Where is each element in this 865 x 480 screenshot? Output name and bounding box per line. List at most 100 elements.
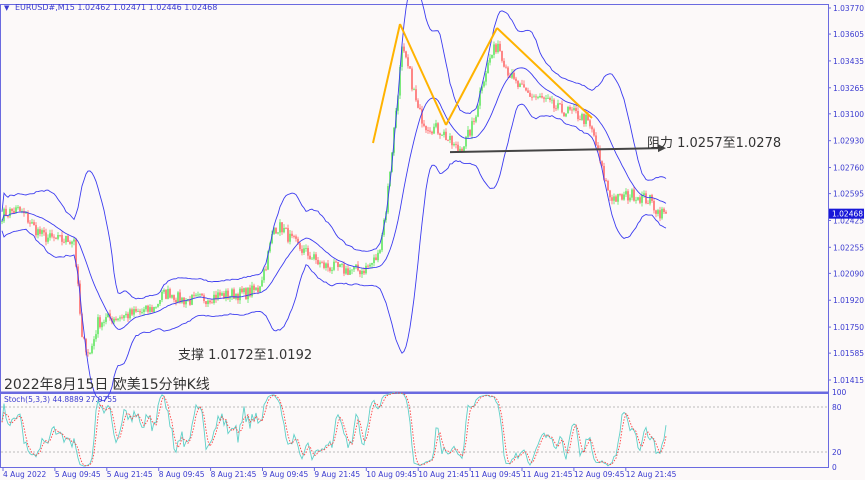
candle — [649, 194, 651, 206]
dropdown-triangle-icon[interactable]: ▼ — [4, 4, 10, 12]
candle — [189, 295, 191, 306]
candle — [193, 291, 195, 299]
candle-body — [427, 130, 429, 131]
candle-body — [569, 107, 571, 110]
pattern-trend-line — [445, 27, 498, 126]
y-tick-label: 1.01750 — [833, 323, 864, 332]
candle-body — [523, 84, 525, 88]
candle — [361, 268, 363, 278]
candle-body — [373, 257, 375, 264]
candle — [183, 296, 185, 308]
candle-body — [349, 270, 351, 275]
x-tick-label: 11 Aug 09:45 — [470, 470, 521, 479]
candle — [45, 228, 47, 246]
candle — [31, 218, 33, 224]
candle — [545, 95, 547, 102]
candle — [73, 237, 75, 246]
candle — [211, 299, 213, 304]
candle-body — [91, 345, 93, 354]
candle-body — [5, 208, 7, 217]
candle-body — [279, 222, 281, 233]
candle-body — [33, 222, 35, 226]
stoch-main-line — [1, 391, 667, 467]
candle-body — [117, 318, 119, 320]
candle — [621, 193, 623, 201]
candle — [173, 294, 175, 303]
candle-body — [323, 262, 325, 268]
candle-body — [571, 109, 573, 111]
x-tick-label: 8 Aug 21:45 — [211, 470, 257, 479]
candle-body — [319, 262, 321, 265]
candle-body — [57, 234, 59, 239]
candle — [375, 254, 377, 261]
candle — [609, 189, 611, 201]
candle — [121, 314, 123, 320]
candle — [661, 206, 663, 220]
candle — [607, 179, 609, 191]
candle-body — [631, 189, 633, 198]
candle — [435, 119, 437, 129]
candle — [13, 207, 15, 215]
candle-body — [151, 307, 153, 313]
candle — [455, 141, 457, 149]
candle — [447, 139, 449, 142]
candle — [101, 321, 103, 331]
candle-body — [599, 148, 601, 162]
candle — [239, 287, 241, 304]
candle — [159, 300, 161, 306]
candle-body — [579, 119, 581, 120]
candle-body — [659, 210, 661, 219]
candle-body — [463, 146, 465, 151]
candle — [29, 220, 31, 227]
candle-body — [565, 113, 567, 117]
candle — [69, 240, 71, 245]
candle — [287, 224, 289, 244]
candle-body — [519, 83, 521, 87]
candle-body — [431, 131, 433, 134]
x-tick-label: 11 Aug 21:45 — [522, 470, 573, 479]
pattern-trend-line — [372, 23, 401, 144]
candle — [87, 348, 89, 357]
candle-body — [609, 190, 611, 198]
candle — [307, 245, 309, 260]
candle-body — [311, 258, 313, 260]
resistance-arrow-line — [449, 147, 661, 154]
candle-body — [461, 148, 463, 151]
candle-body — [535, 96, 537, 98]
candle — [135, 306, 137, 313]
candle-body — [71, 241, 73, 244]
candle-body — [333, 261, 335, 270]
candle — [37, 227, 39, 239]
candle-body — [401, 46, 403, 67]
candle-body — [25, 212, 27, 214]
candle-body — [483, 81, 485, 87]
candle — [581, 112, 583, 121]
candle — [407, 54, 409, 69]
candle — [97, 314, 99, 338]
candle — [33, 219, 35, 226]
stoch-level-label: 100 — [832, 388, 847, 397]
ohlc-values: 1.02462 1.02471 1.02446 1.02468 — [77, 3, 218, 12]
candle-body — [191, 294, 193, 305]
candle — [67, 234, 69, 243]
candle-body — [129, 309, 131, 319]
candle-body — [305, 248, 307, 249]
candle — [597, 141, 599, 153]
candle — [281, 221, 283, 235]
candle — [109, 309, 111, 321]
candle-body — [171, 295, 173, 298]
candle — [153, 306, 155, 313]
stoch-label: Stoch(5,3,3) 44.8889 27.0755 — [4, 395, 117, 404]
candle — [129, 307, 131, 320]
candle-body — [507, 67, 509, 76]
candle — [175, 297, 177, 306]
candle-body — [663, 208, 665, 213]
candle — [155, 306, 157, 310]
candle-body — [661, 208, 663, 219]
candle-body — [511, 72, 513, 78]
candle-body — [73, 239, 75, 242]
stoch-level-label: 20 — [832, 448, 842, 457]
candle — [305, 244, 307, 252]
candle-body — [239, 288, 241, 301]
